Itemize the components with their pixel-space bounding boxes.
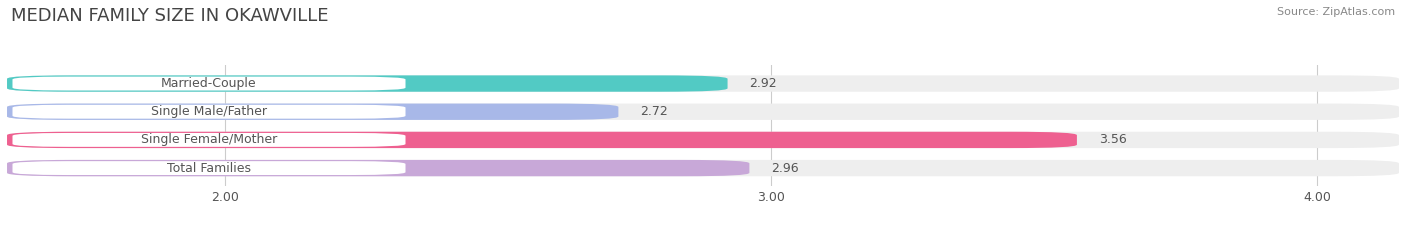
Text: Single Male/Father: Single Male/Father — [150, 105, 267, 118]
Text: Source: ZipAtlas.com: Source: ZipAtlas.com — [1277, 7, 1395, 17]
FancyBboxPatch shape — [13, 161, 405, 175]
Text: MEDIAN FAMILY SIZE IN OKAWVILLE: MEDIAN FAMILY SIZE IN OKAWVILLE — [11, 7, 329, 25]
FancyBboxPatch shape — [7, 75, 727, 92]
FancyBboxPatch shape — [7, 160, 749, 176]
FancyBboxPatch shape — [13, 133, 405, 147]
Text: 2.96: 2.96 — [772, 161, 799, 175]
Text: 2.72: 2.72 — [640, 105, 668, 118]
FancyBboxPatch shape — [7, 103, 1399, 120]
FancyBboxPatch shape — [13, 105, 405, 119]
Text: Total Families: Total Families — [167, 161, 252, 175]
FancyBboxPatch shape — [7, 75, 1399, 92]
FancyBboxPatch shape — [7, 103, 619, 120]
Text: Married-Couple: Married-Couple — [162, 77, 257, 90]
FancyBboxPatch shape — [7, 132, 1399, 148]
FancyBboxPatch shape — [7, 160, 1399, 176]
Text: 2.92: 2.92 — [749, 77, 778, 90]
FancyBboxPatch shape — [7, 132, 1077, 148]
Text: Single Female/Mother: Single Female/Mother — [141, 134, 277, 146]
Text: 3.56: 3.56 — [1098, 134, 1126, 146]
FancyBboxPatch shape — [13, 77, 405, 90]
